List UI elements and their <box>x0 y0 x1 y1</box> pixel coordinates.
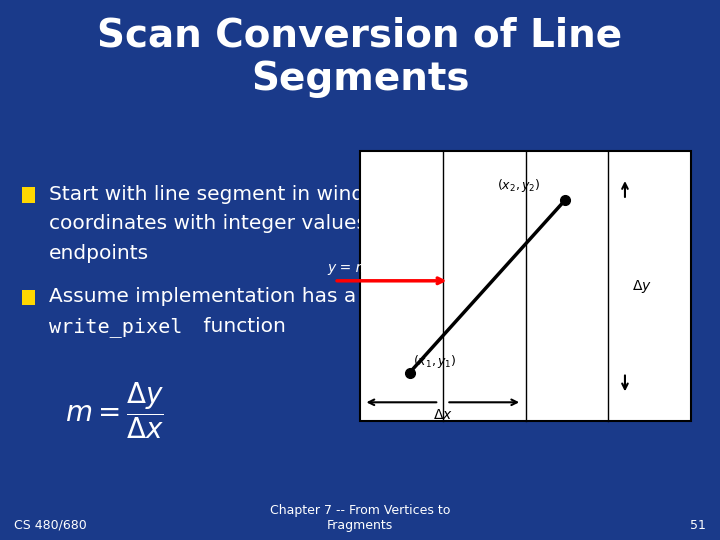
Text: CS 480/680: CS 480/680 <box>14 519 87 532</box>
Text: Chapter 7 -- From Vertices to
Fragments: Chapter 7 -- From Vertices to Fragments <box>270 504 450 532</box>
Text: 51: 51 <box>690 519 706 532</box>
Text: coordinates with integer values for: coordinates with integer values for <box>49 214 401 233</box>
Text: function: function <box>197 317 285 336</box>
Text: $m = \dfrac{\Delta y}{\Delta x}$: $m = \dfrac{\Delta y}{\Delta x}$ <box>65 380 163 441</box>
Text: $\Delta x$: $\Delta x$ <box>433 408 453 422</box>
Bar <box>22 187 35 202</box>
Text: $(x_2, y_2)$: $(x_2, y_2)$ <box>497 178 541 194</box>
Text: Scan Conversion of Line
Segments: Scan Conversion of Line Segments <box>97 16 623 98</box>
Text: y = mx + h: y = mx + h <box>327 261 407 275</box>
Bar <box>360 151 691 421</box>
Text: $\Delta y$: $\Delta y$ <box>632 278 652 295</box>
Bar <box>22 290 35 305</box>
Text: Assume implementation has a: Assume implementation has a <box>49 287 356 306</box>
Text: $(x_1, y_1)$: $(x_1, y_1)$ <box>413 353 457 370</box>
Text: endpoints: endpoints <box>49 244 149 263</box>
Text: write_pixel: write_pixel <box>49 317 182 337</box>
Text: Start with line segment in window: Start with line segment in window <box>49 185 393 204</box>
